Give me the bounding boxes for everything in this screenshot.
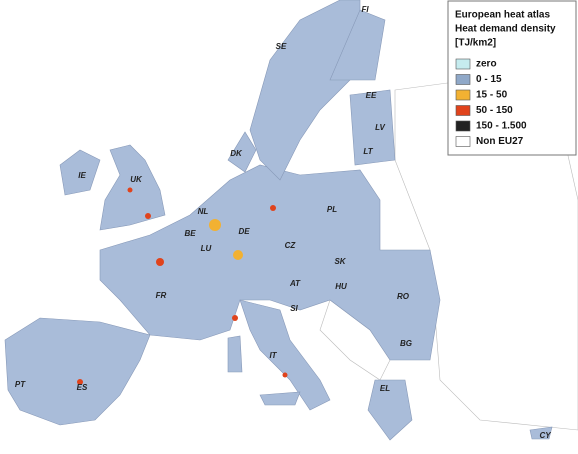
country-label: BE	[184, 229, 196, 238]
country-label: FI	[361, 5, 369, 14]
legend-title: [TJ/km2]	[455, 38, 496, 49]
country-label: LT	[363, 147, 373, 156]
legend-label: zero	[476, 59, 497, 70]
hotspot	[209, 219, 221, 231]
hotspot	[233, 250, 243, 260]
country-label: RO	[397, 292, 410, 301]
country-label: DK	[230, 149, 243, 158]
legend-swatch	[455, 74, 471, 85]
country-label: HU	[335, 282, 347, 291]
country-label: DE	[238, 227, 250, 236]
legend-label: 50 - 150	[476, 105, 513, 116]
finland	[329, 9, 386, 81]
legend: European heat atlas Heat demand density [T…	[447, 0, 577, 156]
legend-swatch	[455, 89, 471, 101]
legend-title: European heat atlas	[455, 10, 550, 21]
hotspot	[127, 187, 133, 193]
country-label: NL	[198, 207, 209, 216]
country-label: PL	[327, 205, 337, 214]
country-label: PT	[15, 380, 26, 389]
country-labels: FI SE EE LV LT DK IE UK NL BE DE PL LU C…	[15, 5, 551, 440]
legend-label: 150 - 1.500	[476, 121, 527, 132]
country-label: BG	[400, 339, 412, 348]
country-label: SI	[290, 304, 298, 313]
country-label: SK	[334, 257, 346, 266]
legend-swatch	[455, 58, 471, 70]
britain	[99, 144, 166, 231]
legend-swatch	[455, 136, 471, 147]
baltics	[349, 89, 396, 166]
scandinavia	[249, 0, 361, 181]
italy	[239, 299, 331, 411]
denmark	[227, 131, 257, 173]
country-label: CY	[539, 431, 551, 440]
legend-swatch	[455, 120, 471, 132]
country-label: SE	[276, 42, 287, 51]
cyprus	[529, 426, 553, 440]
eu-land	[4, 0, 553, 441]
country-label: IE	[78, 171, 86, 180]
country-label: EL	[380, 384, 390, 393]
country-label: EE	[366, 91, 377, 100]
country-label: AT	[289, 279, 301, 288]
legend-label: 15 - 50	[476, 90, 508, 101]
iberia	[4, 317, 151, 426]
legend-label: Non EU27	[476, 136, 524, 147]
country-label: LV	[375, 123, 385, 132]
legend-swatch	[455, 105, 471, 116]
hotspots	[77, 187, 288, 385]
country-label: UK	[130, 175, 143, 184]
hotspot	[232, 315, 238, 321]
hotspot	[77, 379, 83, 385]
country-label: FR	[156, 291, 167, 300]
country-label: LU	[201, 244, 212, 253]
country-label: IT	[269, 351, 277, 360]
sardinia	[227, 335, 243, 373]
legend-title: Heat demand density	[455, 24, 556, 35]
hotspot	[156, 258, 164, 266]
greece	[367, 379, 413, 441]
hotspot	[282, 372, 288, 378]
sicily	[259, 391, 301, 406]
country-label: CZ	[285, 241, 297, 250]
legend-label: 0 - 15	[476, 74, 502, 85]
country-label: ES	[77, 383, 88, 392]
hotspot	[145, 213, 151, 219]
ireland	[59, 149, 101, 196]
hotspot	[270, 205, 276, 211]
continent	[99, 164, 441, 361]
